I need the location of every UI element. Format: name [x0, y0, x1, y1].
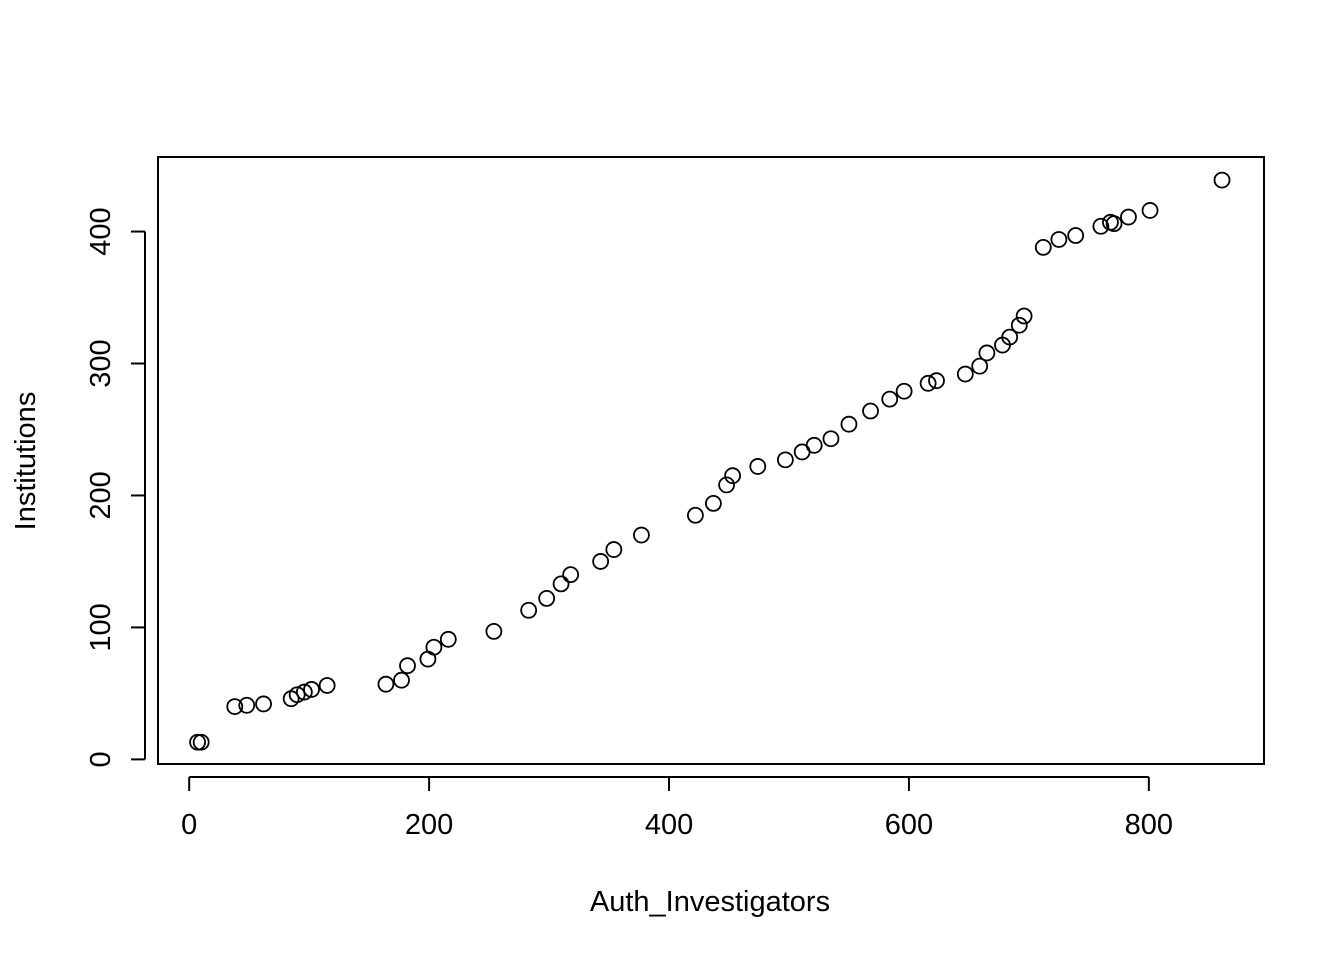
data-point — [377, 675, 395, 693]
y-tick-label: 0 — [85, 751, 117, 767]
x-tick-label: 800 — [1125, 809, 1173, 841]
y-tick-label: 300 — [85, 339, 117, 387]
data-point — [862, 402, 879, 420]
data-point — [393, 671, 410, 689]
y-tick-label: 400 — [85, 207, 117, 255]
data-point — [605, 541, 623, 558]
data-point — [1213, 171, 1231, 189]
data-point — [1050, 231, 1068, 248]
data-point — [687, 506, 704, 524]
data-point — [978, 344, 996, 362]
data-point — [1015, 307, 1033, 325]
data-point — [303, 681, 320, 698]
data-point — [749, 458, 767, 475]
data-point — [718, 476, 735, 494]
data-point — [1092, 217, 1110, 235]
data-point — [822, 430, 840, 448]
data-points — [189, 171, 1231, 751]
data-point — [295, 683, 313, 701]
data-point — [1141, 202, 1159, 219]
data-point — [520, 601, 538, 619]
x-axis: 0 200 400 600 800 — [181, 776, 1173, 841]
data-point — [439, 630, 457, 648]
data-point — [552, 575, 570, 593]
data-point — [399, 657, 416, 675]
y-tick-label: 200 — [85, 471, 117, 519]
data-point — [776, 451, 794, 469]
data-point — [192, 733, 210, 751]
data-point — [238, 696, 256, 714]
data-point — [704, 494, 722, 512]
data-point — [189, 733, 206, 751]
data-point — [255, 695, 272, 713]
data-point — [318, 677, 336, 694]
x-tick-label: 600 — [885, 809, 933, 841]
y-axis: 0 100 200 300 400 — [85, 207, 146, 767]
x-tick-label: 200 — [405, 809, 453, 841]
data-point — [425, 638, 443, 656]
data-point — [1034, 238, 1052, 256]
data-point — [1105, 215, 1123, 233]
plot-frame — [157, 156, 1265, 765]
data-point — [1001, 328, 1019, 346]
data-point — [633, 526, 650, 544]
data-point — [538, 589, 556, 607]
data-point — [840, 415, 858, 433]
data-point — [226, 698, 244, 715]
data-point — [895, 382, 913, 400]
data-point — [1010, 316, 1028, 334]
data-point — [928, 372, 945, 390]
x-tick-label: 400 — [645, 809, 693, 841]
data-point — [485, 622, 503, 640]
data-point — [288, 686, 306, 704]
data-point — [881, 390, 899, 408]
data-point — [919, 374, 937, 392]
data-point — [971, 357, 989, 375]
data-point — [956, 365, 974, 383]
data-point — [1120, 208, 1137, 226]
y-tick-label: 100 — [85, 603, 117, 651]
data-point — [724, 467, 741, 485]
y-axis-label: Institutions — [10, 392, 42, 531]
data-point — [805, 436, 823, 454]
x-tick-label: 0 — [181, 809, 197, 841]
x-axis-label: Auth_Investigators — [590, 886, 830, 918]
data-point — [562, 566, 580, 584]
data-point — [1067, 227, 1085, 244]
data-point — [592, 553, 610, 570]
